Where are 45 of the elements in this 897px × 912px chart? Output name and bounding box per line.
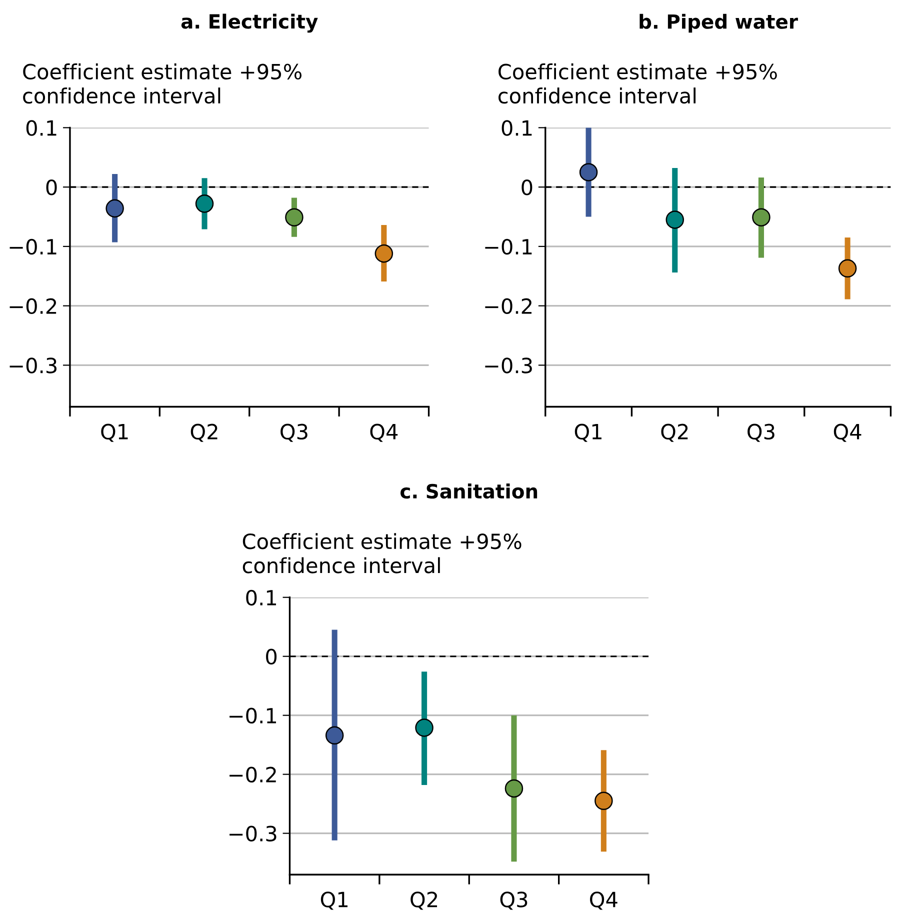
y-tick-label: 0 bbox=[46, 180, 57, 196]
y-tick-label: 0.1 bbox=[502, 120, 532, 136]
x-tick-label: Q1 bbox=[101, 424, 128, 442]
point bbox=[752, 208, 770, 226]
y-tick-label: −0.1 bbox=[485, 238, 532, 255]
point bbox=[106, 199, 124, 218]
point bbox=[325, 726, 344, 745]
y-tick-label: −0.2 bbox=[10, 298, 56, 314]
y-tick-label: 0.1 bbox=[26, 120, 56, 136]
y-tick-label: 0 bbox=[266, 648, 277, 665]
x-tick-label: Q4 bbox=[834, 424, 862, 442]
x-tick-label: Q4 bbox=[370, 424, 398, 442]
y-tick-label: 0.1 bbox=[246, 590, 276, 606]
point bbox=[666, 210, 684, 229]
y-axis-title: Coefficient estimate +95% confidence interval bbox=[23, 63, 302, 104]
y-tick-label: −0.3 bbox=[485, 358, 532, 374]
x-tick-label: Q2 bbox=[410, 892, 438, 910]
y-axis-title: Coefficient estimate +95% confidence interval bbox=[498, 63, 777, 104]
point bbox=[838, 259, 857, 278]
y-tick-label: −0.3 bbox=[10, 358, 56, 374]
x-tick-label: Q1 bbox=[574, 424, 602, 442]
point bbox=[504, 779, 524, 798]
x-tick-label: Q2 bbox=[190, 424, 218, 442]
x-tick-label: Q4 bbox=[590, 892, 618, 910]
y-tick-label: −0.2 bbox=[230, 766, 276, 783]
x-tick-label: Q2 bbox=[661, 424, 688, 442]
point bbox=[374, 244, 394, 263]
y-tick-label: 0 bbox=[522, 180, 532, 196]
point bbox=[579, 163, 598, 182]
point bbox=[415, 718, 434, 737]
y-axis-title: Coefficient estimate +95% confidence interval bbox=[242, 533, 522, 574]
x-tick-label: Q1 bbox=[320, 892, 348, 910]
point bbox=[594, 792, 613, 810]
chart-title: a. Electricity bbox=[181, 14, 318, 33]
chart-title: b. Piped water bbox=[640, 14, 798, 33]
y-tick-label: −0.1 bbox=[10, 238, 56, 255]
y-tick-label: −0.1 bbox=[230, 708, 276, 724]
x-tick-label: Q3 bbox=[748, 424, 774, 442]
point bbox=[285, 208, 304, 226]
y-tick-label: −0.2 bbox=[485, 298, 532, 314]
x-tick-label: Q3 bbox=[280, 424, 308, 442]
chart-title: c. Sanitation bbox=[400, 484, 538, 499]
point bbox=[195, 194, 214, 213]
x-tick-label: Q3 bbox=[500, 892, 528, 910]
y-tick-label: −0.3 bbox=[230, 826, 276, 842]
